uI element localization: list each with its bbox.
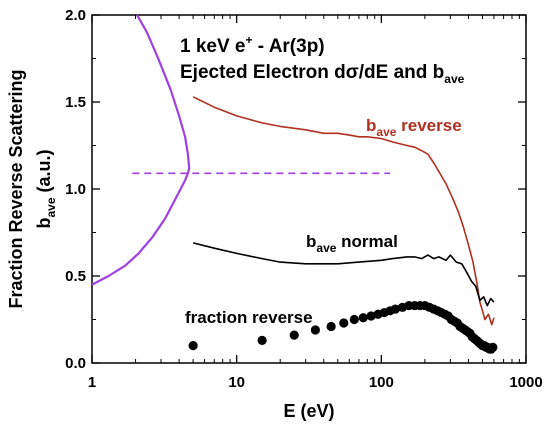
y-tick-label: 1.5 bbox=[65, 94, 86, 111]
annotation-bave-normal: bave normal bbox=[306, 232, 398, 255]
fraction-reverse-point bbox=[310, 325, 320, 335]
annotation-fraction-reverse: fraction reverse bbox=[185, 308, 313, 327]
fraction-reverse-point bbox=[488, 342, 498, 352]
x-tick-label: 1000 bbox=[509, 374, 542, 391]
y-axis-label-line1: Fraction Reverse Scattering bbox=[6, 69, 26, 308]
x-axis-label: E (eV) bbox=[283, 401, 334, 421]
fraction-reverse-point bbox=[390, 304, 400, 314]
fraction-reverse-point bbox=[349, 314, 359, 325]
chart-title-line1: 1 keV e+ - Ar(3p) bbox=[180, 33, 325, 57]
fraction-reverse-point bbox=[289, 330, 299, 340]
fraction-reverse-point bbox=[257, 335, 267, 345]
x-axis-ticks: 1 10 100 1000 bbox=[88, 15, 543, 391]
fraction-reverse-point bbox=[366, 311, 376, 321]
fraction-reverse-point bbox=[326, 321, 336, 332]
series-layer bbox=[91, 14, 498, 354]
y-tick-label: 1.0 bbox=[65, 181, 86, 198]
y-axis-ticks: 0.0 0.5 1.0 1.5 2.0 bbox=[65, 7, 526, 372]
profile-line bbox=[91, 14, 191, 286]
fraction-reverse-point bbox=[339, 318, 349, 328]
x-tick-label: 1 bbox=[88, 374, 96, 391]
y-tick-label: 0.5 bbox=[65, 268, 86, 285]
fraction-reverse-point bbox=[188, 341, 198, 351]
chart-title-line2: Ejected Electron dσ/dE and bave bbox=[180, 62, 465, 86]
y-tick-label: 0.0 bbox=[65, 355, 86, 372]
x-tick-label: 100 bbox=[369, 374, 394, 391]
normal-line bbox=[192, 242, 495, 307]
y-tick-label: 2.0 bbox=[65, 7, 86, 24]
y-axis-label-line2: bave (a.u.) bbox=[34, 149, 58, 228]
x-tick-label: 10 bbox=[228, 374, 245, 391]
fraction-reverse-point bbox=[358, 313, 368, 323]
annotation-bave-reverse: bave reverse bbox=[366, 116, 462, 139]
